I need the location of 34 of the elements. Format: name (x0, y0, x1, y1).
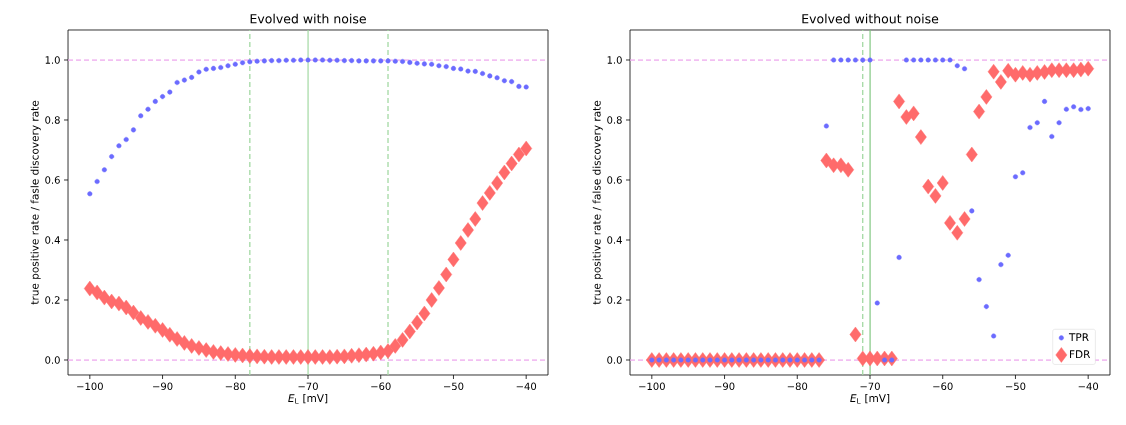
y-tick-label: 0.2 (607, 296, 622, 304)
y-tick-label: 0.4 (45, 236, 60, 244)
x-tick-label: −70 (860, 382, 880, 391)
x-tick-label: −100 (77, 382, 103, 391)
x-tick-label: −100 (639, 382, 665, 391)
y-tick-label: 0.0 (607, 356, 622, 364)
chart-title: Evolved with noise (250, 13, 366, 24)
y-tick-label: 0.8 (45, 116, 60, 124)
y-axis-title: true positive rate / fasle discovery rate (30, 100, 41, 305)
x-tick-label: −60 (371, 382, 391, 391)
x-tick-label: −60 (933, 382, 953, 391)
y-tick-label: 0.8 (607, 116, 622, 124)
x-tick-label: −80 (787, 382, 808, 391)
legend-label: TPR (1068, 333, 1089, 341)
y-tick-label: 0.0 (45, 356, 60, 364)
x-tick-label: −70 (298, 382, 318, 391)
y-tick-label: 0.6 (607, 176, 622, 184)
y-tick-label: 0.6 (45, 176, 60, 184)
x-tick-label: −40 (516, 382, 537, 391)
y-axis-title: true positive rate / false discovery rate (592, 100, 603, 305)
x-axis-title: E$_{L}$ [mV] (850, 393, 890, 404)
y-tick-label: 0.2 (45, 296, 60, 304)
x-tick-label: −50 (443, 382, 464, 391)
x-axis-title: E$_{L}$ [mV] (288, 393, 328, 404)
y-tick-label: 0.4 (607, 236, 622, 244)
x-tick-label: −80 (225, 382, 246, 391)
x-tick-label: −90 (715, 382, 735, 391)
y-tick-label: 1.0 (607, 56, 622, 64)
y-tick-label: 1.0 (45, 56, 60, 64)
x-tick-label: −50 (1005, 382, 1026, 391)
chart-title: Evolved without noise (802, 13, 939, 24)
x-tick-label: −90 (153, 382, 173, 391)
legend-label: FDR (1070, 350, 1091, 359)
x-tick-label: −40 (1078, 382, 1099, 391)
